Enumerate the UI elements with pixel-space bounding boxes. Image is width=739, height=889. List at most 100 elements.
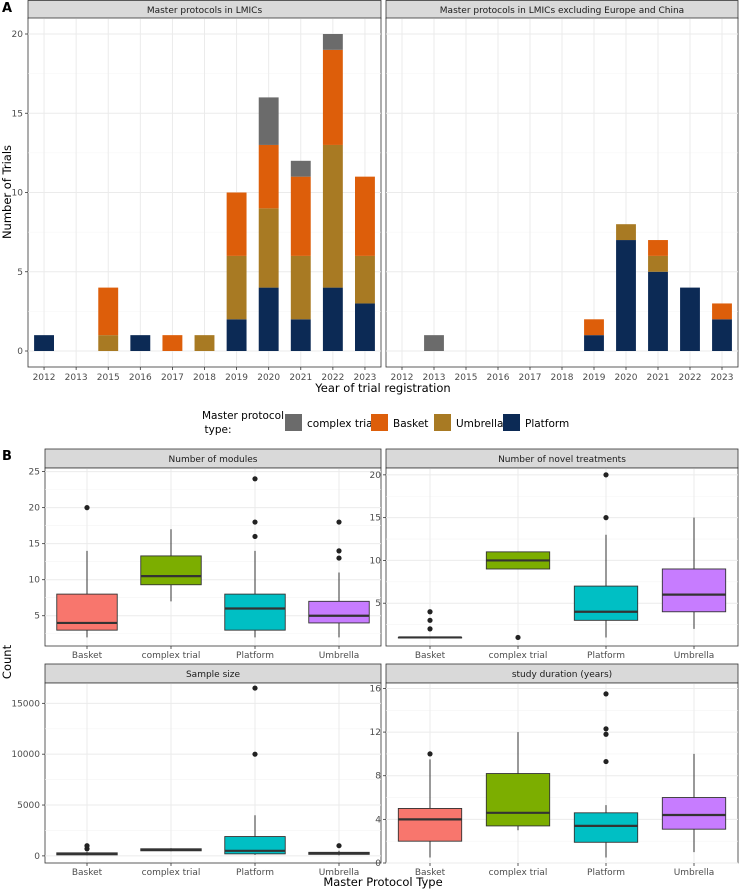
box-umbrella	[661, 797, 727, 830]
bar-segment-basket	[162, 335, 183, 351]
y-tick-label: 10	[12, 189, 24, 199]
outlier-point	[603, 691, 609, 697]
x-tick-label: 2022	[679, 373, 702, 383]
outlier-point	[336, 519, 342, 525]
plot-area	[385, 467, 739, 647]
box-panel-2: Number of novel treatments Basket complex …	[370, 448, 739, 661]
box-platform	[224, 836, 286, 855]
x-tick-label: Platform	[236, 651, 274, 661]
x-tick-label: 2019	[583, 373, 606, 383]
bar-segment-umbrella	[322, 144, 343, 288]
outlier-point	[84, 843, 90, 849]
y-tick-label: 0	[34, 852, 40, 862]
bar-segment-umbrella	[648, 255, 668, 272]
x-tick-label: 2012	[33, 373, 56, 383]
bar-segment-umbrella	[290, 255, 311, 320]
legend-title-line: Master protocol	[202, 410, 284, 422]
bar-segment-umbrella	[226, 255, 247, 320]
outlier-point	[336, 555, 342, 561]
x-tick-label: complex trial	[142, 868, 201, 878]
bar-segment-complex-trial	[258, 97, 279, 145]
x-tick-label: Platform	[236, 868, 274, 878]
x-tick-label: Basket	[415, 651, 446, 661]
bar-segment-basket	[584, 319, 604, 336]
bar-segment-basket	[355, 176, 375, 256]
x-tick-label: 2015	[455, 373, 478, 383]
x-tick-label: Platform	[587, 868, 625, 878]
box-platform	[573, 585, 639, 621]
legend-label: Basket	[393, 418, 428, 430]
x-tick-label: 2016	[129, 373, 152, 383]
bar-segment-umbrella	[194, 335, 215, 351]
bar-panel-2: Master protocols in LMICs excluding Euro…	[385, 0, 739, 383]
x-tick-label: 2018	[551, 373, 574, 383]
bar-segment-complex-trial	[290, 160, 311, 177]
y-tick-label: 0	[375, 859, 381, 869]
x-tick-label: 2012	[391, 373, 414, 383]
legend-swatch-complex-trial	[285, 414, 302, 431]
figure-tag-b: B	[2, 449, 12, 464]
x-tick-label: Umbrella	[319, 868, 360, 878]
x-tick-label: 2018	[193, 373, 216, 383]
strip-label: Sample size	[186, 670, 241, 680]
legend-title-line: type:	[205, 424, 232, 436]
y-tick-label: 10	[29, 576, 41, 586]
x-tick-label: 2020	[257, 373, 280, 383]
legend: Master protocol type: complex trial Basket U…	[202, 410, 569, 436]
legend-swatch-umbrella	[434, 414, 451, 431]
x-tick-label: 2021	[289, 373, 312, 383]
outlier-point	[603, 731, 609, 737]
x-tick-label: Basket	[72, 651, 103, 661]
x-tick-label: Basket	[415, 868, 446, 878]
box-complex-trial	[140, 555, 202, 586]
y-tick-label: 5	[375, 599, 381, 609]
bar-segment-platform	[258, 287, 279, 351]
outlier-point	[427, 609, 433, 615]
figure-tag-a: A	[2, 1, 12, 16]
outlier-point	[84, 505, 90, 511]
bar-segment-basket	[322, 49, 343, 145]
y-tick-label: 5000	[17, 801, 40, 811]
y-tick-label: 12	[370, 728, 381, 738]
x-tick-label: 2017	[161, 373, 184, 383]
bar-segment-platform	[616, 240, 636, 351]
legend-label: complex trial	[307, 418, 376, 430]
y-tick-label: 25	[29, 468, 40, 478]
y-tick-label: 15	[370, 514, 381, 524]
y-tick-label: 10	[370, 556, 382, 566]
y-tick-label: 5	[34, 612, 40, 622]
outlier-point	[252, 533, 258, 540]
x-axis-title: Year of trial registration	[314, 381, 450, 395]
legend-label: Platform	[525, 418, 569, 430]
y-axis-title: Count	[0, 644, 14, 679]
y-tick-label: 15000	[11, 699, 40, 709]
box-platform	[224, 593, 286, 631]
outlier-point	[252, 751, 258, 757]
box-umbrella	[308, 600, 370, 624]
outlier-point	[427, 617, 433, 623]
outlier-point	[603, 726, 609, 732]
outlier-point	[427, 751, 433, 757]
x-tick-label: 2023	[354, 373, 377, 383]
outlier-point	[603, 758, 609, 765]
outlier-point	[603, 472, 609, 478]
box-complex-trial	[485, 773, 551, 827]
box-platform	[573, 812, 639, 843]
legend-swatch-basket	[371, 414, 388, 431]
bar-segment-complex-trial	[424, 335, 444, 351]
bar-segment-basket	[258, 144, 279, 209]
bar-segment-platform	[290, 319, 311, 351]
x-tick-label: Basket	[72, 868, 103, 878]
outlier-point	[336, 548, 342, 554]
y-tick-label: 16	[370, 684, 382, 694]
legend-swatch-platform	[503, 414, 520, 431]
box-panel-3: Sample size Basket complex trial Platform Um…	[11, 663, 382, 878]
x-tick-label: Umbrella	[674, 651, 715, 661]
x-tick-label: complex trial	[489, 651, 548, 661]
bar-segment-basket	[226, 192, 247, 256]
y-tick-label: 10000	[11, 750, 40, 760]
outlier-point	[252, 685, 258, 691]
x-tick-label: complex trial	[489, 868, 548, 878]
